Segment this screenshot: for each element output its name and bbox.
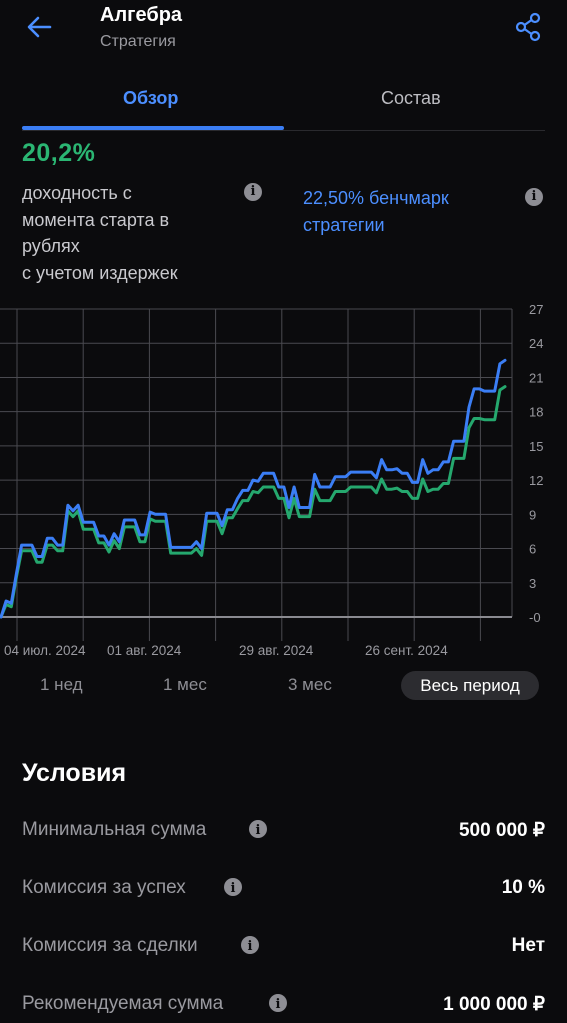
trade-fee-value: Нет	[511, 935, 545, 956]
chart-y-tick-label: -0	[529, 610, 541, 625]
chart-series-line	[0, 385, 507, 619]
page-subtitle: Стратегия	[100, 33, 176, 50]
return-info-icon[interactable]: i	[244, 183, 262, 201]
page-title: Алгебра	[100, 4, 183, 26]
chart-y-tick-label: 27	[529, 302, 543, 317]
benchmark-info-icon[interactable]: i	[525, 188, 543, 206]
chart-y-tick-label: 21	[529, 370, 543, 385]
arrow-left-icon	[27, 16, 52, 38]
return-value: 20,2%	[22, 139, 96, 167]
recommended-amount-value: 1 000 000 ₽	[443, 994, 545, 1015]
share-button[interactable]	[510, 12, 546, 44]
return-desc-line: рублях	[22, 236, 80, 256]
benchmark-description: 22,50% бенчмарк стратегии	[303, 185, 503, 238]
chart-x-tick-label: 26 сент. 2024	[365, 643, 448, 658]
svg-text:i: i	[231, 881, 236, 896]
share-icon	[515, 12, 541, 42]
info-icon[interactable]: i	[241, 936, 259, 954]
svg-text:i: i	[256, 823, 261, 838]
svg-text:i: i	[276, 997, 281, 1012]
chart-y-tick-label: 24	[529, 336, 543, 351]
period-3month-button[interactable]: 3 мес	[288, 675, 332, 694]
period-all-button[interactable]: Весь период	[401, 671, 539, 700]
info-icon[interactable]: i	[224, 878, 242, 896]
success-fee-value: 10 %	[501, 877, 545, 898]
recommended-amount-label: Рекомендуемая сумма	[22, 993, 224, 1014]
info-icon[interactable]: i	[269, 994, 287, 1012]
success-fee-label: Комиссия за успех	[22, 877, 186, 898]
period-week-button[interactable]: 1 нед	[40, 675, 83, 694]
chart-y-tick-label: 3	[529, 576, 536, 591]
chart-x-tick-label: 01 авг. 2024	[107, 643, 182, 658]
info-icon[interactable]: i	[249, 820, 267, 838]
period-month-button[interactable]: 1 мес	[163, 675, 207, 694]
chart-series-line	[0, 358, 507, 619]
chart-y-tick-label: 15	[529, 439, 543, 454]
trade-fee-label: Комиссия за сделки	[22, 935, 198, 956]
benchmark-line: стратегии	[303, 214, 385, 235]
conditions-title: Условия	[22, 759, 127, 787]
return-desc-line: доходность с	[22, 183, 132, 203]
chart-x-tick-label: 29 авг. 2024	[239, 643, 314, 658]
tab-divider	[22, 130, 545, 131]
return-desc-line: момента старта в	[22, 209, 170, 230]
min-amount-value: 500 000 ₽	[458, 820, 545, 841]
back-button[interactable]	[22, 10, 56, 44]
chart-y-tick-label: 9	[529, 507, 536, 522]
return-description: доходность с момента старта в рублях с у…	[22, 180, 242, 286]
chart-y-tick-label: 12	[529, 473, 543, 488]
return-desc-line: с учетом издержек	[22, 262, 178, 283]
svg-text:i: i	[248, 939, 253, 954]
tab-overview[interactable]: Обзор	[123, 88, 179, 108]
min-amount-label: Минимальная сумма	[22, 819, 207, 840]
chart-y-tick-label: 18	[529, 405, 543, 420]
chart-y-tick-label: 6	[529, 542, 536, 557]
return-chart[interactable]: 27 24 21 18 15 12 9 6 3 -0 04 июл. 2024 01 авг. 202…	[0, 296, 567, 666]
active-tab-indicator	[22, 126, 284, 130]
tab-composition[interactable]: Состав	[381, 88, 441, 108]
benchmark-line: 22,50% бенчмарк	[303, 188, 449, 208]
chart-x-tick-label: 04 июл. 2024	[4, 643, 86, 658]
